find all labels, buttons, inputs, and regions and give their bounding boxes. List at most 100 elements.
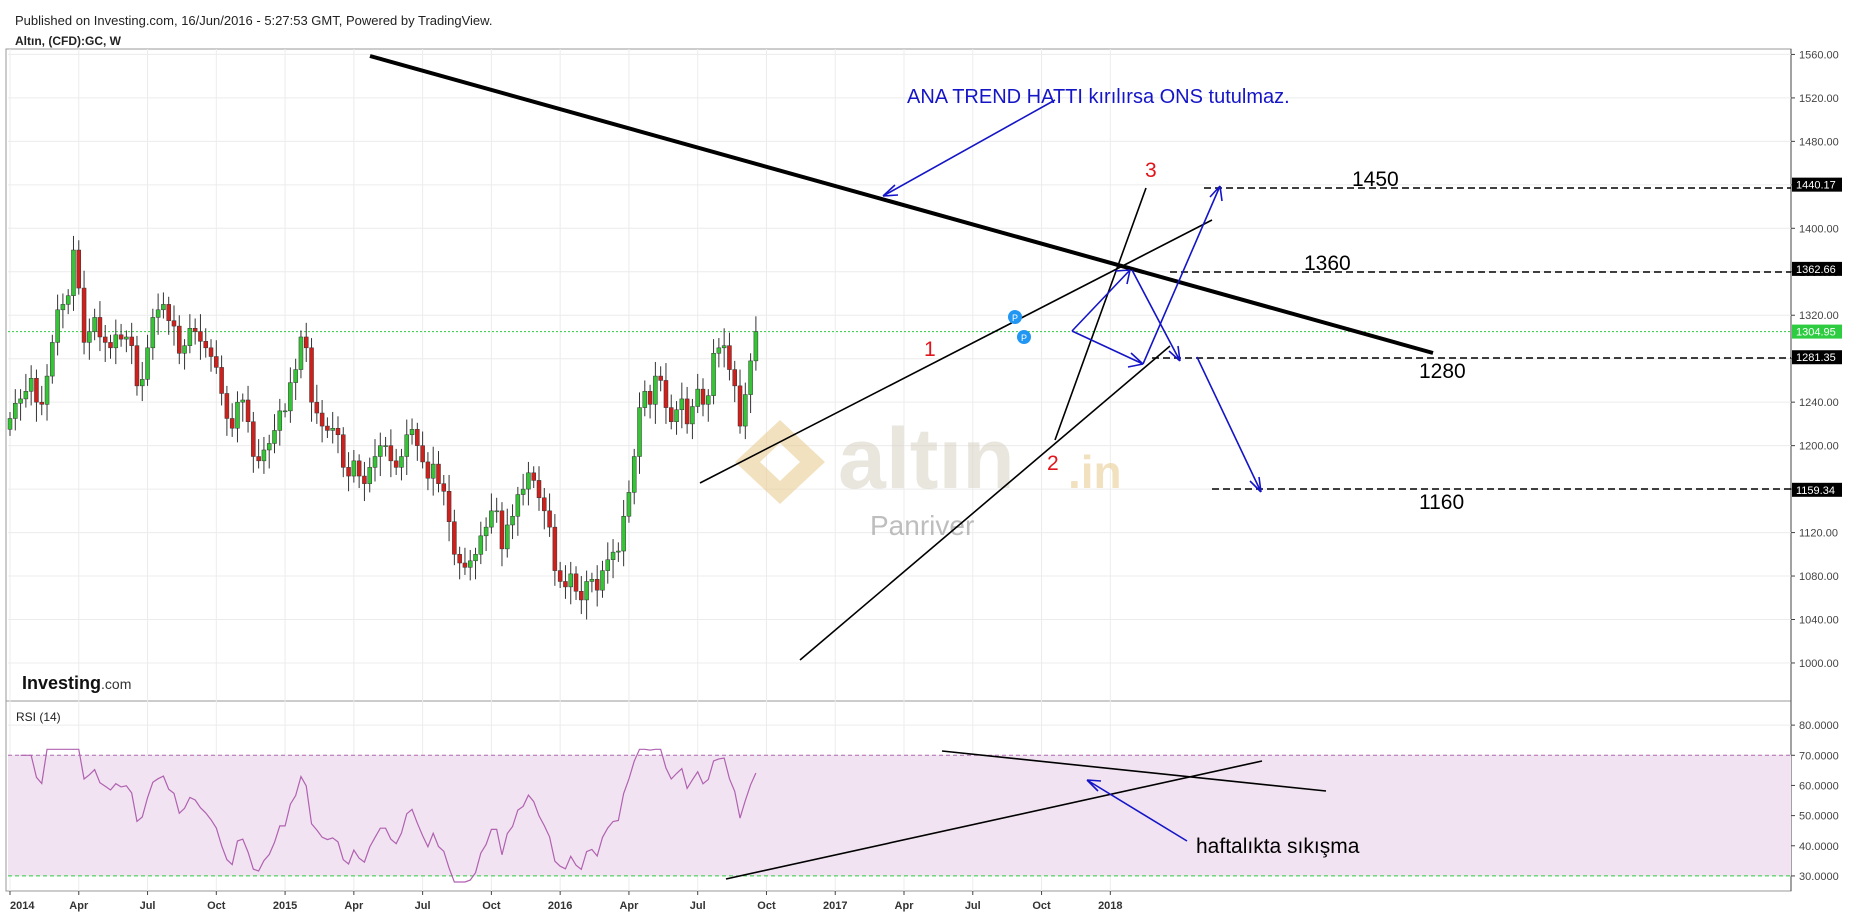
price-tick-label: 1080.00 [1799,571,1839,583]
rsi-band-fill [8,755,1791,876]
candle-body [356,460,362,477]
time-tick-label: Oct [207,900,226,912]
candle-body [134,345,140,387]
candle-body [34,378,39,403]
main-pane-frame [5,48,1792,702]
candle-body [626,492,632,517]
candle-body [166,304,171,321]
candle-body [113,334,119,349]
candle-body [621,516,626,552]
candle-body [526,472,531,490]
candle-body [473,554,478,562]
price-tag-bg [1792,261,1842,276]
candle-body [420,445,425,463]
candle-body [309,347,314,403]
candle-body [748,360,753,395]
time-tick-label: Apr [69,900,89,912]
candle-body [171,320,177,327]
candle-body [669,407,674,422]
price-tag-label: 1440.17 [1796,180,1836,192]
time-tick-label: Jul [690,900,706,912]
candle-body [60,304,66,311]
candle-body [129,336,134,346]
candle-body [579,590,584,601]
arrow-down-1160 [1196,356,1262,493]
candle-body [367,467,372,484]
published-line: Published on Investing.com, 16/Jun/2016 … [15,13,493,28]
candle-body [81,287,87,343]
investing-logo-suffix: .com [101,676,131,692]
symbol-line: Altın, (CFD):GC, W [15,34,121,48]
price-tick-label: 1240.00 [1799,397,1839,409]
candle-body [631,456,637,493]
candle-body [214,356,219,368]
candle-body [653,375,658,405]
candle-body [256,456,261,462]
candle-body [700,388,706,405]
time-tick-label: 2018 [1098,900,1122,912]
price-tag-bg [1792,324,1842,339]
time-tick-label: Oct [757,900,776,912]
candle-body [293,369,298,383]
candle-body [695,388,700,407]
main-trend-line [369,54,1434,355]
candle-body [600,570,605,591]
candle-body [39,401,44,405]
candle-body [706,395,711,405]
rsi-title: RSI (14) [16,710,61,724]
investing-logo-bold: Investing [22,673,101,693]
candle-body [716,347,722,354]
candle-body [684,398,690,425]
candle-body [690,406,695,425]
price-tags: 1440.17 1362.66 1304.95 1281.35 1159.34 [1792,177,1842,497]
candle-body [102,336,108,343]
point-2-label: 2 [1047,452,1059,475]
candle-body [314,401,320,414]
candle-body [536,480,542,499]
candle-body [325,425,330,431]
candle-body [177,325,182,354]
candle-body [330,427,335,431]
time-tick-label: Jul [415,900,431,912]
level-1160-label: 1160 [1419,491,1464,514]
candle-body [245,399,251,422]
candle-body [584,581,589,601]
rsi-line [20,748,757,883]
rsi-tick-label: 60.0000 [1799,780,1839,792]
price-tick-label: 1560.00 [1799,49,1839,61]
price-tick-label: 1400.00 [1799,223,1839,235]
rsi-note: haftalıkta sıkışma [1196,835,1360,858]
candle-body [393,460,399,468]
candle-body [28,378,34,392]
candle-body [198,331,203,342]
candle-body [663,380,669,408]
channel-upper-line [699,219,1213,484]
candle-body [679,398,685,411]
rsi-tick-label: 70.0000 [1799,750,1839,762]
candle-body [140,379,145,387]
candle-body [7,418,13,430]
candle-body [224,393,230,419]
candle-body [589,579,595,582]
rsi-tick-label: 50.0000 [1799,811,1839,823]
arrow-mid-down [1131,269,1181,362]
candle-body [192,328,198,332]
candle-body [71,249,76,296]
price-tick-label: 1040.00 [1799,615,1839,627]
candle-body [452,521,457,555]
candle-body [505,524,510,550]
candle-body [674,409,679,422]
price-tick-label: 1120.00 [1799,528,1838,540]
candle-body [55,309,60,343]
level-1280-label: 1280 [1419,360,1466,383]
time-ticks: 2014 Apr Jul Oct 2015 Apr Jul Oct 2016 Apr Jul Oct 2… [9,891,1123,912]
candle-body [145,347,150,380]
candle-body [457,554,462,564]
candle-body [605,559,611,571]
candle-body [288,382,293,412]
candle-body [50,342,55,377]
candle-body [346,467,351,477]
price-tag-bg [1792,177,1842,192]
candle-body [711,353,716,396]
price-tick-label: 1320.00 [1799,310,1839,322]
